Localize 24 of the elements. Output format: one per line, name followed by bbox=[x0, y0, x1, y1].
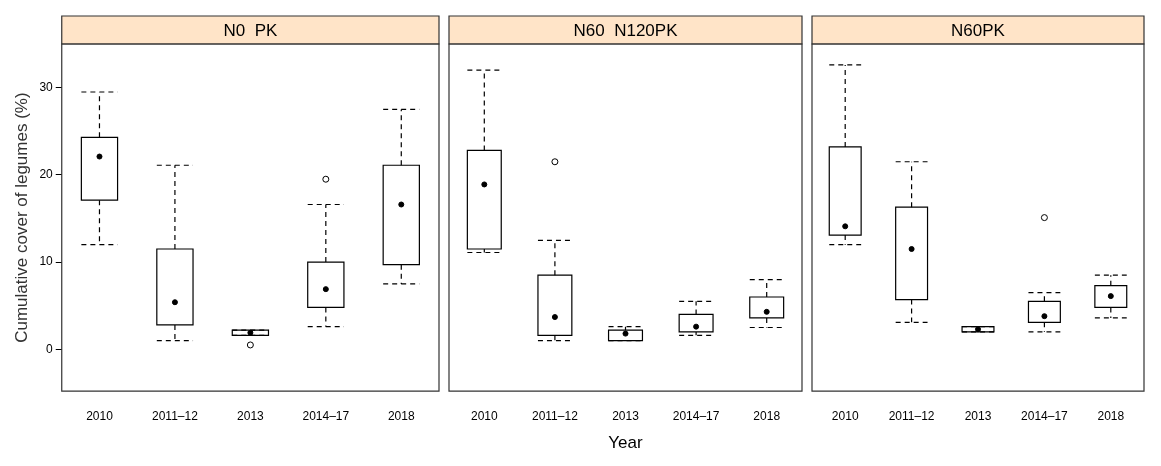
x-tick-label: 2011–12 bbox=[152, 408, 199, 423]
x-tick-label: 2014–17 bbox=[1021, 408, 1069, 423]
x-tick-label: 2018 bbox=[387, 408, 415, 423]
x-tick-label: 2010 bbox=[470, 408, 498, 423]
y-tick-label: 30 bbox=[39, 79, 54, 94]
x-tick-label: 2013 bbox=[237, 408, 265, 423]
chart-title: N60 N120PK bbox=[573, 20, 679, 40]
x-tick-label: 2014–17 bbox=[302, 408, 350, 423]
y-tick-label: 10 bbox=[39, 254, 54, 269]
x-tick-label: 2013 bbox=[612, 408, 640, 423]
x-tick-label: 2010 bbox=[831, 408, 859, 423]
x-tick-label: 2018 bbox=[1097, 408, 1125, 423]
x-tick-label: 2010 bbox=[86, 408, 114, 423]
x-axis-title: Year bbox=[608, 433, 644, 453]
y-axis-title: Cumulative cover of legumes (%) bbox=[11, 92, 31, 343]
chart-title: N60PK bbox=[951, 20, 1006, 40]
x-tick-label: 2014–17 bbox=[672, 408, 720, 423]
y-tick-label: 20 bbox=[39, 167, 54, 182]
chart-title: N0 PK bbox=[223, 20, 278, 40]
x-tick-label: 2013 bbox=[964, 408, 992, 423]
x-tick-label: 2011–12 bbox=[531, 408, 579, 423]
x-tick-label: 2011–12 bbox=[888, 408, 935, 423]
x-tick-label: 2018 bbox=[753, 408, 781, 423]
y-tick-label: 0 bbox=[46, 341, 54, 356]
